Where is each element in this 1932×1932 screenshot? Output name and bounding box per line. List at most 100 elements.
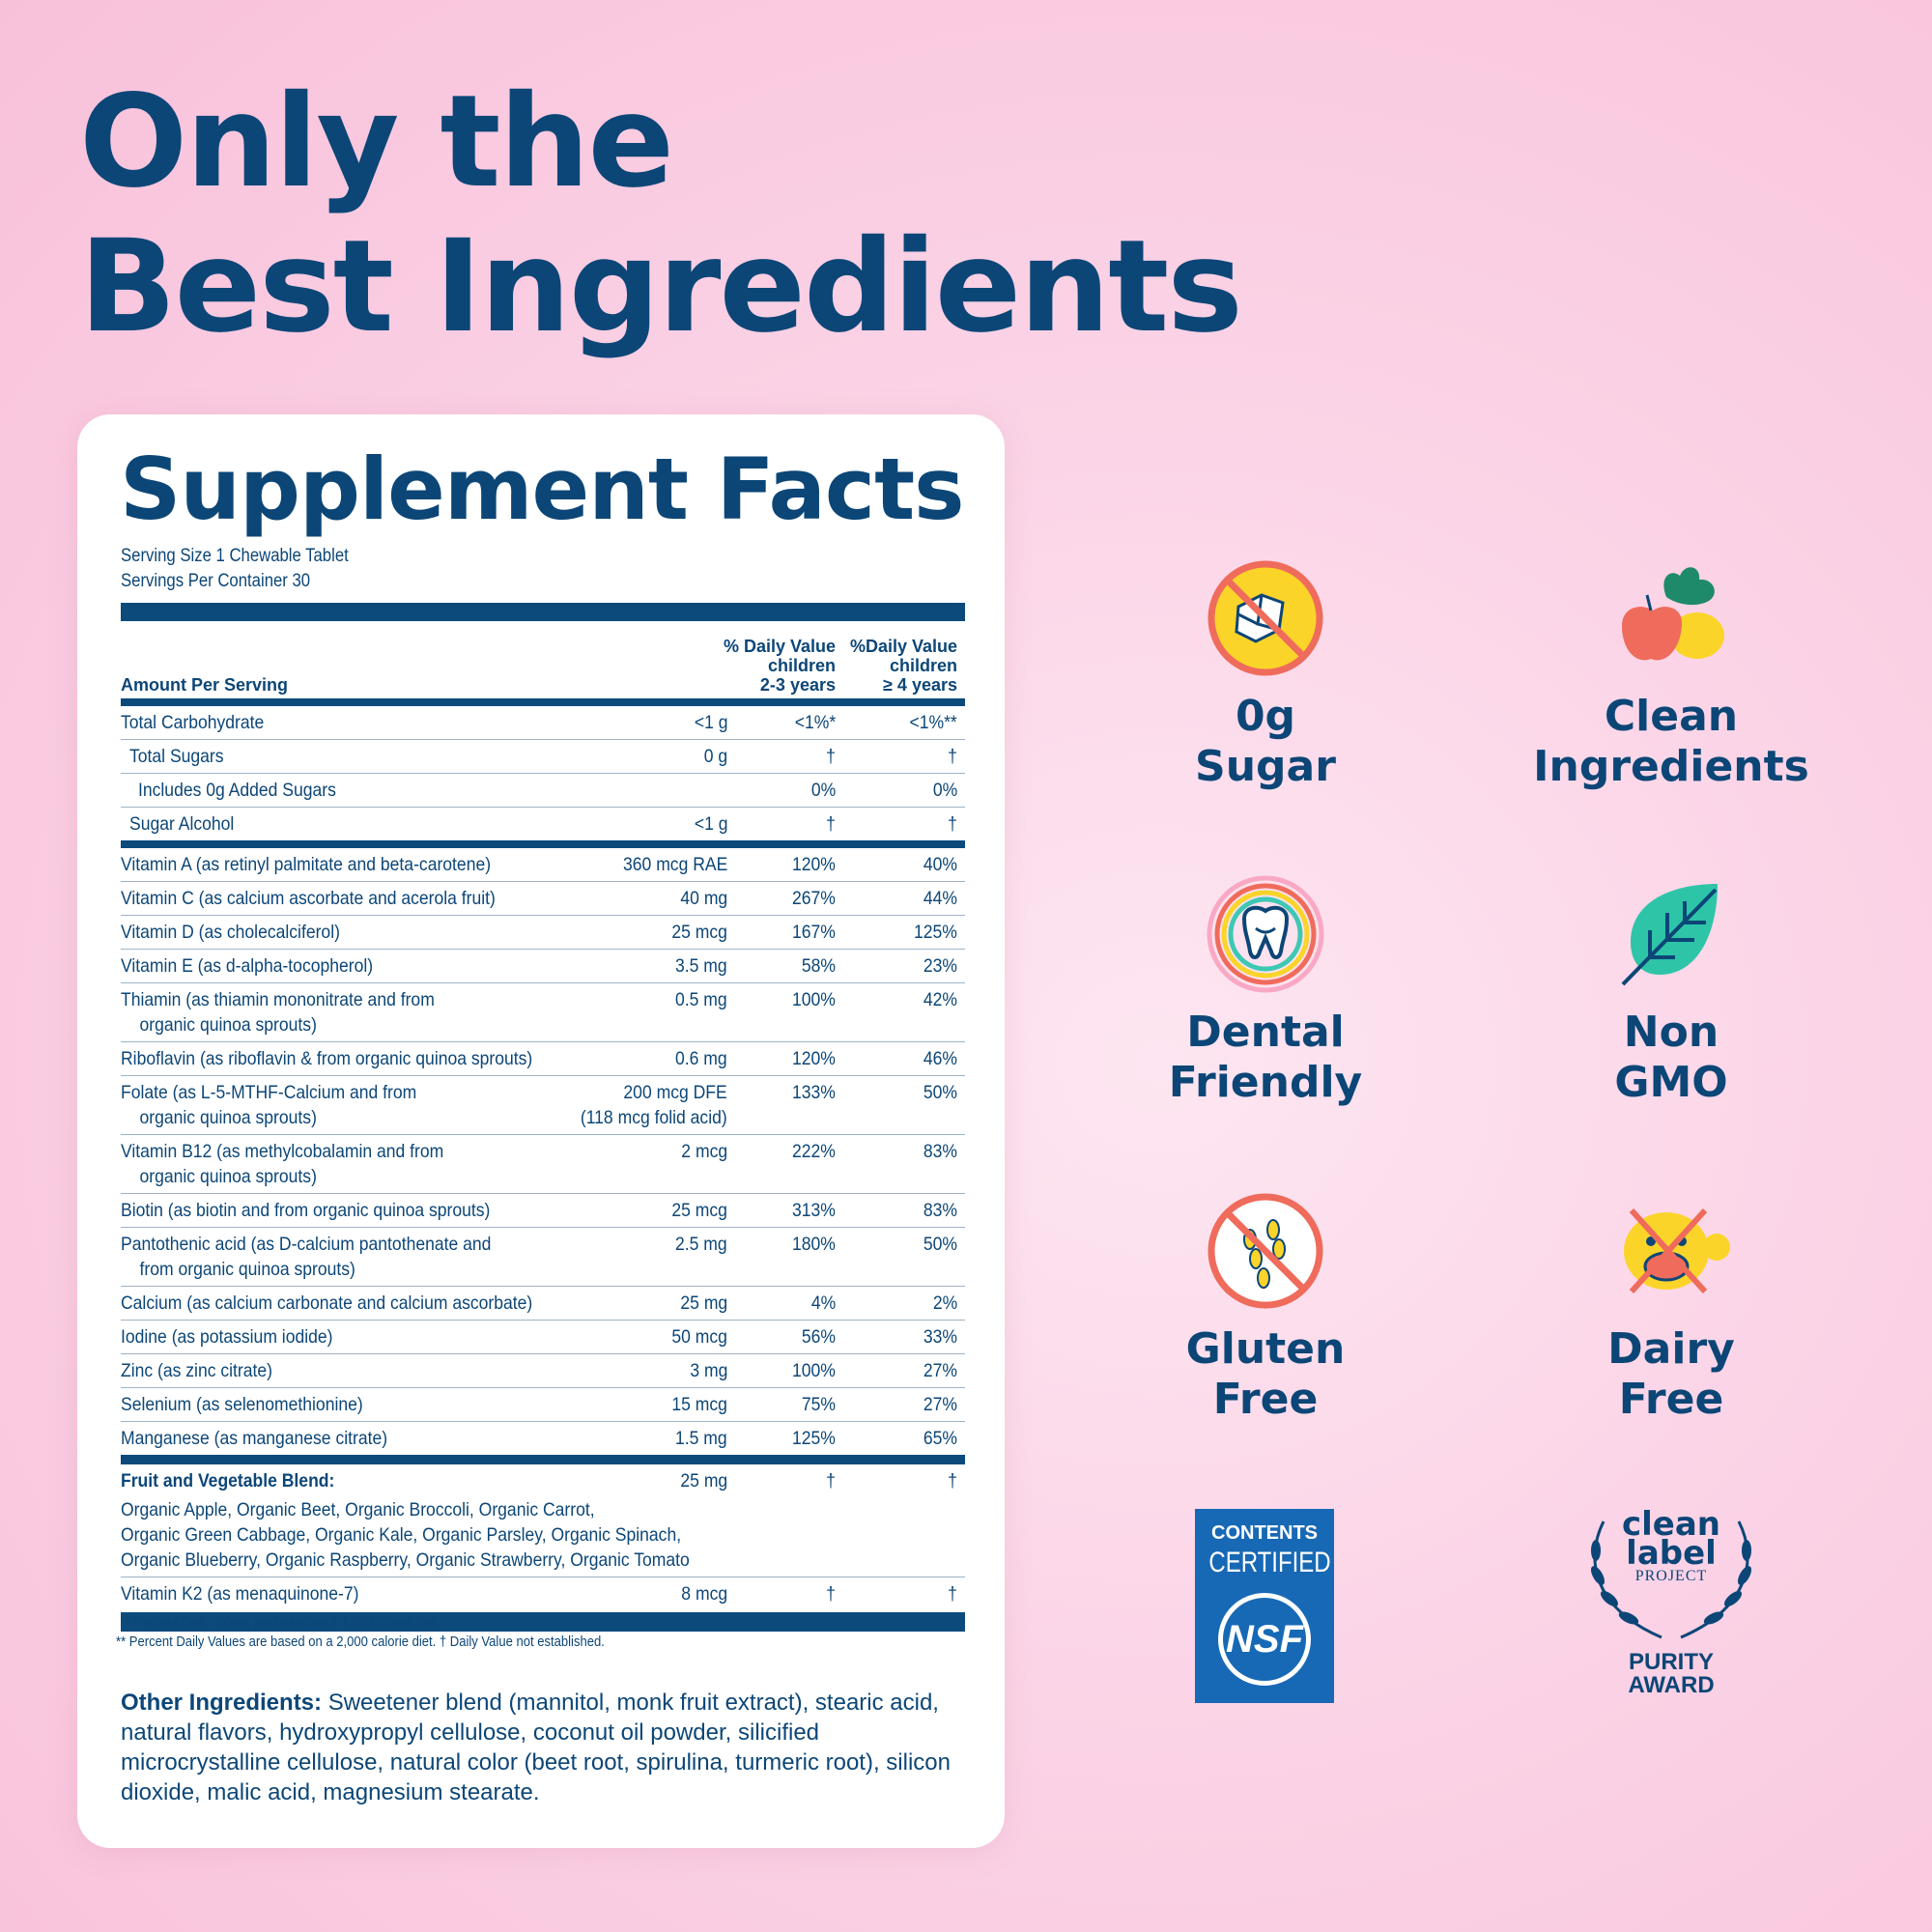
dv-children-2-3-header: % Daily Value children 2-3 years — [723, 637, 836, 695]
nsf-certified-badge: CONTENTS CERTIFIED NSF — [1195, 1509, 1334, 1703]
nutrient-amount: 3.5 mg — [675, 955, 727, 977]
nutrient-dv-4-plus-years: 33% — [923, 1326, 957, 1348]
nutrient-amount: 1.5 mg — [675, 1428, 727, 1449]
nutrient-name: Total Sugars — [129, 746, 224, 767]
nutrient-dv-2-3-years: 100% — [792, 989, 836, 1010]
nutrient-name: Calcium (as calcium carbonate and calciu… — [121, 1293, 533, 1314]
nutrient-name: Vitamin B12 (as methylcobalamin and from… — [121, 1141, 444, 1187]
nutrient-amount: 2.5 mg — [675, 1234, 727, 1255]
other-ingredients-label: Other Ingredients: — [121, 1690, 323, 1716]
badge-label-line1: Dental — [1186, 1008, 1345, 1057]
nutrient-dv-2-3-years: 125% — [792, 1428, 836, 1449]
badge-label-line2: Sugar — [1195, 742, 1336, 791]
nutrient-dv-4-plus-years: 50% — [923, 1234, 957, 1255]
nutrient-amount: 15 mcg — [671, 1394, 727, 1415]
nutrient-dv-2-3-years: † — [826, 813, 836, 835]
nutrient-row: Pantothenic acid (as D-calcium pantothen… — [121, 1228, 965, 1287]
nutrient-amount: 360 mcg RAE — [622, 854, 727, 875]
laurel-wreath-icon — [1591, 1520, 1751, 1639]
fruit-vegetable-blend-row: Fruit and Vegetable Blend: Organic Apple… — [121, 1464, 965, 1577]
nutrient-dv-4-plus-years: 46% — [923, 1048, 957, 1069]
nutrient-amount: 25 mg — [680, 1293, 727, 1314]
headline: Only the Best Ingredients — [79, 70, 1243, 359]
smiling-tooth-icon — [1207, 875, 1324, 993]
badge-non-gmo: Non GMO — [1497, 874, 1845, 1108]
nutrient-name: Vitamin C (as calcium ascorbate and acer… — [121, 888, 496, 909]
nutrient-dv-4-plus-years: 125% — [914, 922, 957, 943]
nutrient-dv-2-3-years: 313% — [792, 1200, 836, 1221]
nutrient-name: Total Carbohydrate — [121, 712, 265, 733]
nutrient-amount: 3 mg — [689, 1360, 727, 1381]
nutrient-row: Vitamin C (as calcium ascorbate and acer… — [121, 882, 965, 916]
nutrient-row: Manganese (as manganese citrate) 1.5 mg 12… — [121, 1422, 965, 1455]
nutrient-row: Thiamin (as thiamin mononitrate and from… — [121, 983, 965, 1042]
nutrient-row: Includes 0g Added Sugars 0% 0% — [121, 774, 965, 808]
nutrient-dv-4-plus-years: <1%** — [909, 712, 957, 733]
nutrient-name: Selenium (as selenomethionine) — [121, 1394, 363, 1415]
nutrient-row: Zinc (as zinc citrate) 3 mg 100% 27% — [121, 1354, 965, 1388]
nutrient-name: Manganese (as manganese citrate) — [121, 1428, 388, 1449]
badge-label-line2: Friendly — [1168, 1058, 1363, 1107]
badge-label-line1: Dairy — [1607, 1324, 1735, 1374]
nutrient-dv-2-3-years: † — [826, 1583, 836, 1605]
nutrient-dv-4-plus-years: 44% — [923, 888, 957, 909]
nutrient-row: Iodine (as potassium iodide) 50 mcg 56% 33% — [121, 1321, 965, 1354]
clean-label-project-badge: clean label PROJECT PURITY AWARD — [1575, 1502, 1768, 1697]
supplement-facts-title: Supplement Facts — [120, 440, 965, 539]
badge-label-line1: Non — [1623, 1008, 1719, 1057]
dv-children-4-plus-header: %Daily Value children ≥ 4 years — [849, 637, 957, 695]
badge-label-line1: Clean — [1604, 692, 1739, 741]
nutrient-amount: 200 mcg DFE (118 mcg folid acid) — [581, 1082, 727, 1128]
nutrient-dv-2-3-years: 167% — [792, 922, 836, 943]
nutrient-dv-2-3-years: 0% — [810, 780, 836, 801]
nutrient-row: Vitamin K2 (as menaquinone-7) 8 mcg † † — [121, 1577, 965, 1610]
nutrient-amount: 0.6 mg — [675, 1048, 727, 1069]
nutrient-dv-2-3-years: 120% — [792, 854, 836, 875]
nutrient-amount: 2 mcg — [681, 1141, 727, 1162]
divider-bar — [121, 698, 965, 706]
leaf-icon — [1621, 884, 1718, 986]
supplement-facts-card: Supplement Facts Serving Size 1 Chewable… — [77, 414, 1005, 1848]
nutrient-row: Vitamin D (as cholecalciferol) 25 mcg 167%… — [121, 916, 965, 950]
nutrient-row: Biotin (as biotin and from organic quino… — [121, 1194, 965, 1228]
nutrient-dv-4-plus-years: 23% — [923, 955, 957, 977]
nutrient-amount: <1 g — [694, 813, 727, 835]
badge-label-line2: Free — [1618, 1375, 1724, 1424]
nutrient-amount: 8 mcg — [681, 1583, 727, 1605]
servings-per-container: Servings Per Container 30 — [121, 571, 311, 591]
footnote-2: ** Percent Daily Values are based on a 2… — [116, 1634, 605, 1650]
blend-list: Organic Apple, Organic Beet, Organic Bro… — [121, 1499, 690, 1571]
fruits-vegetables-icon — [1622, 567, 1724, 661]
divider-bar — [121, 603, 965, 621]
amount-per-serving-header: Amount Per Serving — [121, 675, 289, 695]
divider-bar — [121, 1455, 965, 1464]
badge-label-line1: 0g — [1235, 692, 1296, 741]
clean-label-text-label: label — [1626, 1534, 1717, 1573]
nutrient-amount: 25 mcg — [671, 922, 727, 943]
nutrient-dv-4-plus-years: 27% — [923, 1394, 957, 1415]
divider-bar — [121, 1612, 965, 1632]
nutrient-dv-4-plus-years: 83% — [923, 1141, 957, 1162]
badge-clean-ingredients: Clean Ingredients — [1497, 558, 1845, 792]
nutrient-dv-4-plus-years: † — [948, 813, 957, 835]
badge-dairy-free: Dairy Free — [1497, 1191, 1845, 1425]
nutrient-dv-2-3-years: 100% — [792, 1360, 836, 1381]
nutrient-row: Selenium (as selenomethionine) 15 mcg 75% 2… — [121, 1388, 965, 1422]
nutrient-dv-4-plus-years: 2% — [932, 1293, 957, 1314]
nsf-contents-text: CONTENTS — [1211, 1522, 1318, 1544]
nutrient-name: Vitamin A (as retinyl palmitate and beta… — [121, 854, 492, 875]
nutrient-row: Folate (as L-5-MTHF-Calcium and from org… — [121, 1076, 965, 1135]
vitamins-minerals-group: Vitamin A (as retinyl palmitate and beta… — [121, 848, 965, 1455]
badge-dental-friendly: Dental Friendly — [1092, 874, 1439, 1108]
divider-bar — [121, 840, 965, 848]
nutrient-dv-2-3-years: † — [826, 746, 836, 767]
clean-label-text-clean: clean — [1621, 1505, 1721, 1544]
nutrient-amount: 25 mcg — [671, 1200, 727, 1221]
nutrient-name: Iodine (as potassium iodide) — [121, 1326, 333, 1348]
nutrient-name: Zinc (as zinc citrate) — [121, 1360, 273, 1381]
nutrient-name: Folate (as L-5-MTHF-Calcium and from org… — [121, 1082, 417, 1128]
nutrient-dv-4-plus-years: † — [948, 746, 957, 767]
nutrient-dv-2-3-years: 75% — [801, 1394, 836, 1415]
nutrient-name: Riboflavin (as riboflavin & from organic… — [121, 1048, 533, 1069]
nutrient-dv-2-3-years: 58% — [801, 955, 836, 977]
